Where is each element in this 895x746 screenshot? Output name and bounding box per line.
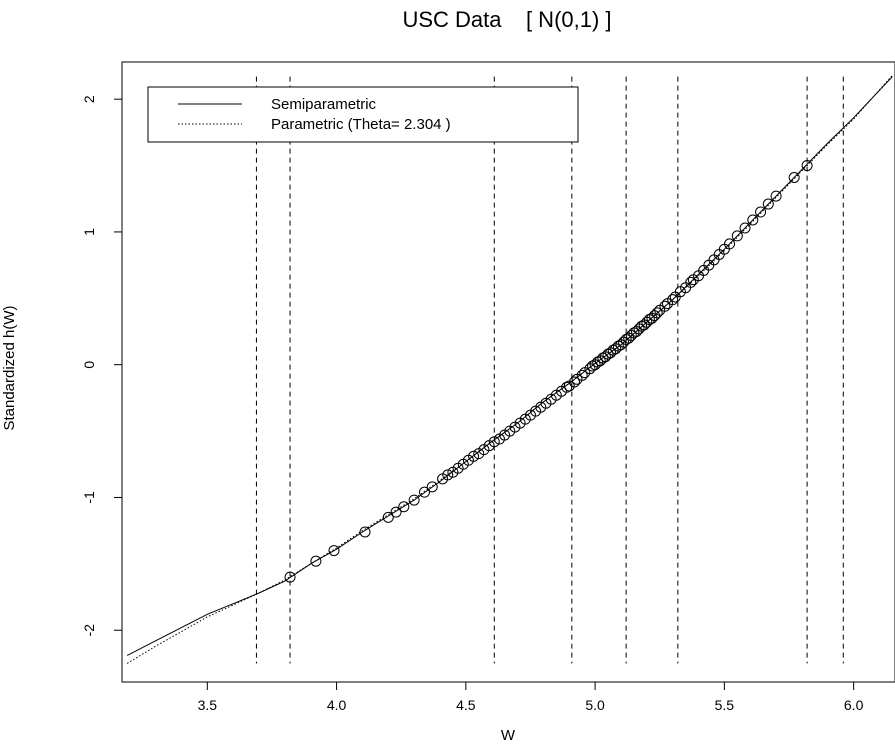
data-point	[724, 238, 736, 250]
y-tick-label: 1	[81, 228, 97, 236]
data-point	[398, 501, 410, 513]
data-point	[755, 206, 767, 218]
y-tick-label: -2	[81, 624, 97, 637]
x-axis-label: W	[501, 727, 516, 744]
data-point	[328, 545, 340, 557]
x-tick-label: 6.0	[844, 697, 864, 713]
x-tick-label: 3.5	[198, 697, 218, 713]
data-point	[762, 198, 774, 210]
curves	[126, 74, 893, 664]
x-tick-label: 5.5	[715, 697, 735, 713]
x-tick-label: 4.0	[327, 697, 347, 713]
plot-frame	[121, 61, 895, 683]
data-point	[651, 307, 663, 319]
data-point	[801, 160, 813, 172]
data-point	[442, 469, 454, 481]
data-point	[739, 222, 751, 234]
data-point	[731, 230, 743, 242]
data-point	[418, 486, 430, 498]
legend-label-parametric: Parametric (Theta= 2.304 )	[271, 116, 451, 133]
x-tick-label: 4.5	[456, 697, 476, 713]
data-point	[659, 300, 671, 312]
data-point	[685, 276, 697, 288]
data-point	[747, 214, 759, 226]
y-axis-label: Standardized h(W)	[1, 305, 18, 430]
data-point	[284, 571, 296, 583]
parametric-curve	[126, 74, 893, 664]
legend: Semiparametric Parametric (Theta= 2.304 …	[147, 86, 579, 143]
data-point	[488, 436, 500, 448]
x-tick-label: 5.0	[585, 697, 605, 713]
data-point	[408, 494, 420, 506]
data-point	[390, 506, 402, 518]
data-point	[468, 450, 480, 462]
chart-title: USC Data [ N(0,1) ]	[402, 7, 611, 32]
vertical-reference-lines	[255, 76, 844, 664]
legend-box	[147, 86, 579, 143]
data-point	[382, 511, 394, 523]
data-point	[788, 172, 800, 184]
y-axis: -2 -1 0 1 2	[81, 95, 122, 636]
data-point	[568, 376, 580, 388]
data-point	[667, 294, 679, 306]
data-point	[576, 369, 588, 381]
y-tick-label: 0	[81, 361, 97, 369]
semiparametric-curve	[126, 76, 893, 656]
x-axis: 3.5 4.0 4.5 5.0 5.5 6.0	[198, 682, 864, 713]
y-tick-label: 2	[81, 95, 97, 103]
data-point	[310, 555, 322, 567]
data-points	[284, 160, 813, 583]
legend-label-semiparametric: Semiparametric	[271, 96, 377, 113]
data-point	[426, 481, 438, 493]
y-tick-label: -1	[81, 491, 97, 504]
data-point	[770, 190, 782, 202]
data-point	[359, 526, 371, 538]
data-point	[561, 381, 573, 393]
